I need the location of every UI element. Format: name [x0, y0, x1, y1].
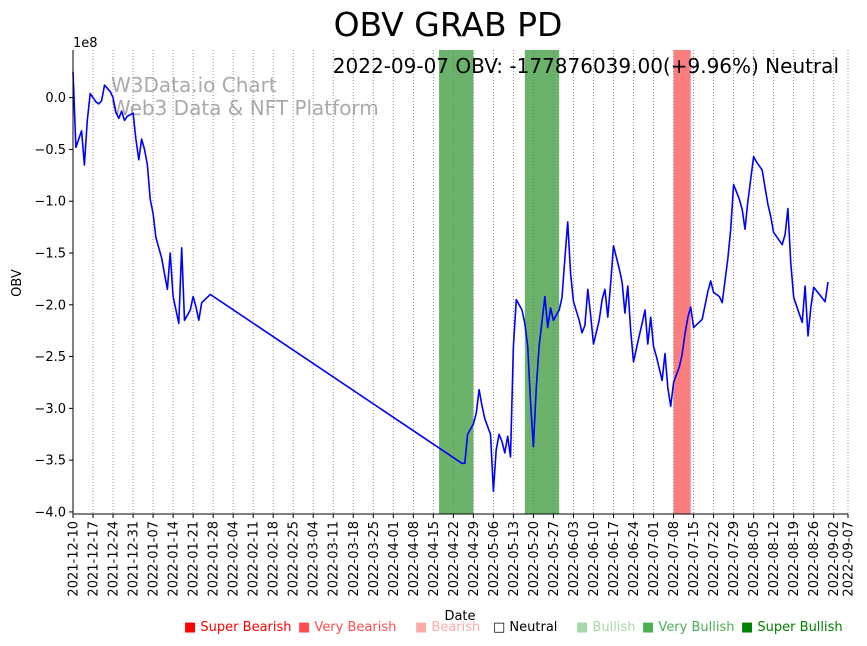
y-tick-label: −2.0 [34, 298, 66, 313]
legend-swatch-icon: ■ [576, 620, 589, 635]
y-tick-label: −3.0 [34, 402, 66, 417]
x-tick-label: 2022-07-29 [727, 521, 742, 597]
vertical-gridlines [72, 50, 849, 514]
x-tick-label: 2022-05-13 [507, 521, 522, 597]
x-tick-label: 2022-02-11 [247, 521, 262, 597]
x-tick-label: 2022-09-02 [827, 521, 842, 597]
legend-item-very-bullish: ■ Very Bullish [642, 620, 735, 635]
legend-label: Bearish [427, 620, 481, 635]
x-tick-label: 2022-04-01 [387, 521, 402, 597]
x-tick-label: 2021-12-17 [87, 521, 102, 597]
y-tick-label: −1.5 [34, 247, 66, 262]
y-ticks: 0.0 −0.5 −1.0 −1.5 −2.0 −2.5 −3.0 −3.5 −4.0 [34, 91, 73, 520]
signal-span-1 [524, 50, 560, 514]
legend-label: Very Bearish [310, 620, 397, 635]
legend-item-bullish: ■ Bullish [576, 620, 635, 635]
x-tick-label: 2022-03-25 [367, 521, 382, 597]
x-tick-label: 2021-12-31 [127, 521, 142, 597]
x-tick-label: 2022-01-28 [207, 521, 222, 597]
x-tick-label: 2022-03-11 [327, 521, 342, 597]
legend-item-neutral: □ Neutral [493, 620, 557, 635]
x-tick-label: 2022-06-24 [627, 521, 642, 597]
axes [72, 50, 848, 515]
x-tick-label: 2022-03-04 [307, 521, 322, 597]
watermark: W3Data.io Chart Web3 Data & NFT Platform [111, 73, 379, 120]
x-axis-label: Date [444, 609, 475, 624]
x-tick-label: 2022-08-12 [767, 521, 782, 597]
y-tick-label: −0.5 [34, 143, 66, 158]
legend-swatch-icon: ■ [741, 620, 754, 635]
x-tick-label: 2022-02-18 [267, 521, 282, 597]
x-tick-label: 2022-01-07 [147, 521, 162, 597]
y-axis-label: OBV [10, 269, 25, 297]
legend-swatch-icon: □ [493, 620, 506, 635]
x-tick-label: 2021-12-10 [67, 521, 82, 597]
signal-span-0 [439, 50, 474, 514]
y-tick-label: −4.0 [34, 505, 66, 520]
y-tick-label: −3.5 [34, 454, 66, 469]
x-tick-label: 2022-01-21 [187, 521, 202, 597]
latest-value-annotation: 2022-09-07 OBV: -177876039.00(+9.96%) Ne… [333, 54, 839, 78]
signal-span-2 [673, 50, 691, 514]
chart-title: OBV GRAB PD [334, 5, 563, 44]
signal-legend: ■ Super Bearish ■ Very Bearish ■ Bearish □ … [0, 620, 867, 640]
legend-item-very-bearish: ■ Very Bearish [298, 620, 396, 635]
x-tick-label: 2022-08-26 [807, 521, 822, 597]
x-tick-label: 2022-05-20 [527, 521, 542, 597]
watermark-line-2: Web3 Data & NFT Platform [111, 96, 379, 120]
x-ticks: 2021-12-10 2021-12-17 2021-12-24 2021-12-31… [67, 514, 857, 597]
x-tick-label: 2022-04-08 [407, 521, 422, 597]
x-tick-label: 2022-03-18 [347, 521, 362, 597]
x-tick-label: 2022-02-25 [287, 521, 302, 597]
legend-item-super-bearish: ■ Super Bearish [184, 620, 292, 635]
legend-swatch-icon: ■ [415, 620, 428, 635]
legend-item-bearish: ■ Bearish [415, 620, 480, 635]
y-tick-label: 0.0 [45, 91, 66, 106]
x-tick-label: 2022-07-15 [687, 521, 702, 597]
x-tick-label: 2022-06-17 [607, 521, 622, 597]
legend-swatch-icon: ■ [298, 620, 311, 635]
x-tick-label: 2022-06-10 [587, 521, 602, 597]
x-tick-label: 2022-04-29 [467, 521, 482, 597]
x-tick-label: 2022-08-05 [747, 521, 762, 597]
x-tick-label: 2022-05-27 [547, 521, 562, 597]
x-tick-label: 2022-08-19 [787, 521, 802, 597]
x-tick-label: 2022-07-08 [667, 521, 682, 597]
legend-item-super-bullish: ■ Super Bullish [741, 620, 843, 635]
x-tick-label: 2022-07-01 [647, 521, 662, 597]
y-tick-label: −2.5 [34, 350, 66, 365]
legend-label: Very Bullish [654, 620, 735, 635]
x-tick-label: 2022-07-22 [707, 521, 722, 597]
legend-swatch-icon: ■ [642, 620, 655, 635]
y-multiplier: 1e8 [73, 36, 98, 51]
legend-label: Neutral [505, 620, 558, 635]
x-tick-label: 2022-09-07 [842, 521, 857, 597]
legend-swatch-icon: ■ [184, 620, 197, 635]
legend-label: Super Bearish [196, 620, 292, 635]
legend-label: Super Bullish [753, 620, 843, 635]
x-tick-label: 2022-02-04 [227, 521, 242, 597]
x-tick-label: 2022-01-14 [167, 521, 182, 597]
x-tick-label: 2022-06-03 [567, 521, 582, 597]
x-tick-label: 2022-05-06 [487, 521, 502, 597]
x-tick-label: 2021-12-24 [107, 521, 122, 597]
y-tick-label: −1.0 [34, 195, 66, 210]
x-tick-label: 2022-04-15 [427, 521, 442, 597]
x-tick-label: 2022-04-22 [447, 521, 462, 597]
watermark-line-1: W3Data.io Chart [111, 73, 277, 97]
signal-spans [439, 50, 691, 514]
legend-label: Bullish [588, 620, 636, 635]
obv-series-line [72, 71, 829, 492]
